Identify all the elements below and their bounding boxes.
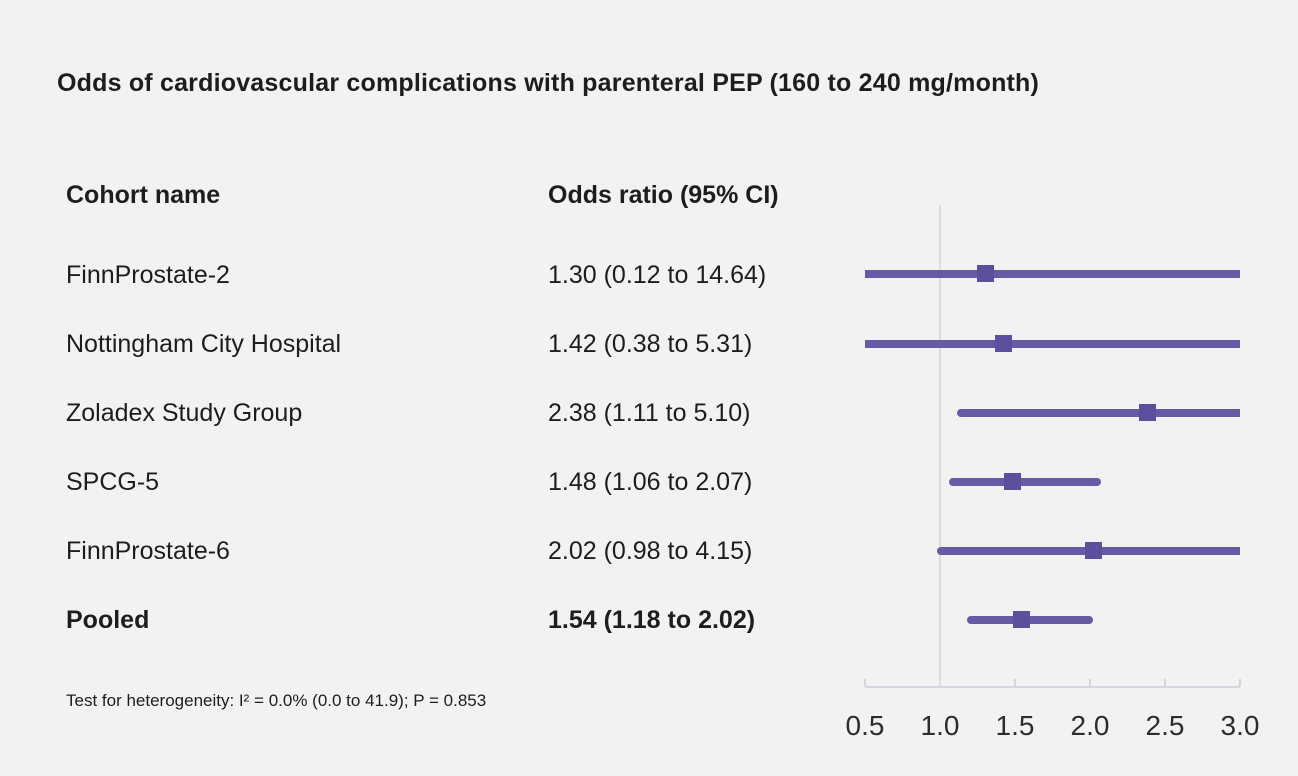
- x-axis-tick: [1014, 679, 1016, 686]
- column-header-odds-ratio: Odds ratio (95% CI): [548, 181, 779, 209]
- cohort-name: Zoladex Study Group: [66, 399, 303, 427]
- odds-ratio-value: 2.02 (0.98 to 4.15): [548, 537, 753, 565]
- cohort-name: FinnProstate-2: [66, 261, 230, 289]
- estimate-marker: [995, 335, 1012, 352]
- confidence-interval-line: [956, 409, 1240, 417]
- cohort-name: SPCG-5: [66, 468, 160, 496]
- chart-title: Odds of cardiovascular complications wit…: [57, 69, 1040, 97]
- estimate-marker: [977, 265, 994, 282]
- pooled-estimate-marker: [1013, 611, 1030, 628]
- estimate-marker: [1004, 473, 1021, 490]
- confidence-interval-line: [967, 616, 1093, 624]
- odds-ratio-value: 1.30 (0.12 to 14.64): [548, 261, 767, 289]
- cohort-name: Nottingham City Hospital: [66, 330, 342, 358]
- heterogeneity-footnote: Test for heterogeneity: I² = 0.0% (0.0 t…: [66, 691, 487, 710]
- confidence-interval-line: [865, 270, 1240, 278]
- x-axis-tick-label: 0.5: [845, 710, 885, 741]
- confidence-interval-line: [865, 340, 1240, 348]
- x-axis-line: [864, 679, 1241, 688]
- x-axis-tick-label: 2.5: [1145, 710, 1185, 741]
- x-axis-tick: [1164, 679, 1166, 686]
- confidence-interval-line: [949, 478, 1101, 486]
- cohort-name-pooled: Pooled: [66, 606, 150, 634]
- x-axis-tick-label: 3.0: [1220, 710, 1260, 741]
- x-axis-tick: [1089, 679, 1091, 686]
- odds-ratio-value: 1.48 (1.06 to 2.07): [548, 468, 753, 496]
- x-axis-tick-label: 1.5: [995, 710, 1035, 741]
- column-header-cohort-name: Cohort name: [66, 181, 221, 209]
- odds-ratio-value-pooled: 1.54 (1.18 to 2.02): [548, 606, 756, 634]
- estimate-marker: [1085, 542, 1102, 559]
- odds-ratio-value: 2.38 (1.11 to 5.10): [548, 399, 751, 427]
- estimate-marker: [1139, 404, 1156, 421]
- odds-ratio-value: 1.42 (0.38 to 5.31): [548, 330, 753, 358]
- cohort-name: FinnProstate-6: [66, 537, 230, 565]
- x-axis-tick-label: 2.0: [1070, 710, 1110, 741]
- reference-line: [939, 205, 941, 688]
- x-axis-tick-label: 1.0: [920, 710, 960, 741]
